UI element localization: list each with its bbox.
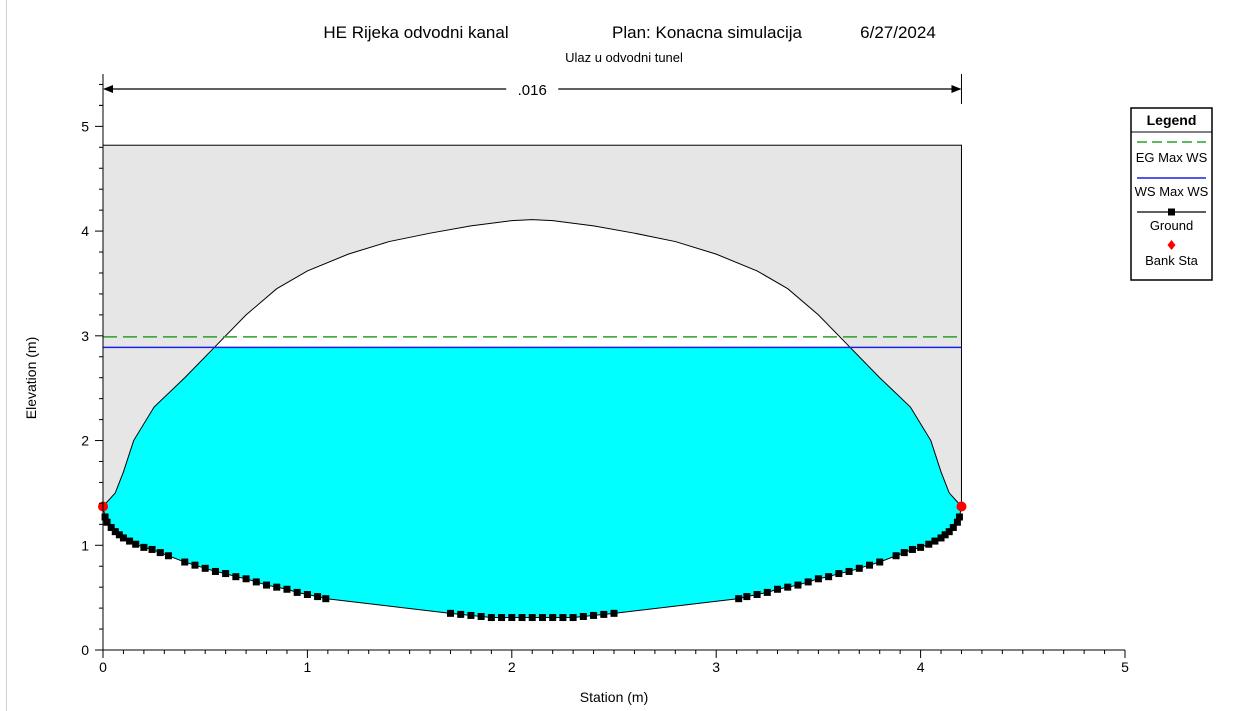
ground-point — [866, 562, 873, 569]
ground-point — [488, 614, 495, 621]
manning-arrowhead-left — [103, 85, 113, 93]
x-tick-label: 0 — [99, 659, 107, 675]
manning-n-label: .016 — [518, 82, 547, 99]
chart-title: HE Rijeka odvodni kanal — [323, 23, 508, 42]
ground-point — [549, 614, 556, 621]
ground-point — [202, 565, 209, 572]
ground-point — [876, 559, 883, 566]
ground-point — [825, 573, 832, 580]
chart-plan: Plan: Konacna simulacija — [612, 23, 802, 42]
y-tick-label: 5 — [81, 118, 89, 134]
ground-point — [917, 544, 924, 551]
ground-point — [508, 614, 515, 621]
ground-point — [126, 538, 133, 545]
ground-point — [956, 513, 963, 520]
ground-point — [457, 611, 464, 618]
ground-point — [149, 546, 156, 553]
ground-point — [232, 573, 239, 580]
ground-point — [120, 534, 127, 541]
legend-ground-swatch-marker — [1168, 209, 1175, 216]
ground-point — [931, 538, 938, 545]
ground-point — [600, 611, 607, 618]
x-axis-label: Station (m) — [580, 689, 648, 705]
ground-point — [539, 614, 546, 621]
water-area — [103, 347, 961, 650]
ground-point — [590, 612, 597, 619]
legend-ws-label: WS Max WS — [1135, 184, 1209, 199]
ground-point — [559, 614, 566, 621]
chart-subtitle: Ulaz u odvodni tunel — [565, 50, 683, 65]
ground-point — [294, 589, 301, 596]
ground-point — [314, 593, 321, 600]
ground-point — [909, 546, 916, 553]
ground-point — [253, 578, 260, 585]
ground-point — [754, 591, 761, 598]
bank-station-marker — [956, 502, 966, 512]
chart-date: 6/27/2024 — [860, 23, 936, 42]
y-axis-label: Elevation (m) — [23, 337, 39, 419]
legend-title: Legend — [1147, 112, 1197, 128]
y-tick-label: 3 — [81, 328, 89, 344]
ground-point — [165, 552, 172, 559]
ground-point — [283, 586, 290, 593]
ground-point — [529, 614, 536, 621]
y-tick-label: 2 — [81, 433, 89, 449]
ground-point — [856, 565, 863, 572]
x-tick-label: 2 — [508, 659, 516, 675]
ground-point — [893, 552, 900, 559]
x-tick-label: 3 — [712, 659, 720, 675]
x-tick-label: 1 — [304, 659, 312, 675]
ground-point — [181, 559, 188, 566]
ground-point — [519, 614, 526, 621]
ground-point — [735, 595, 742, 602]
ground-point — [467, 612, 474, 619]
ground-point — [140, 544, 147, 551]
ground-point — [498, 614, 505, 621]
ground-point — [273, 584, 280, 591]
ground-point — [611, 610, 618, 617]
ground-point — [925, 541, 932, 548]
ground-point — [222, 570, 229, 577]
y-tick-label: 1 — [81, 537, 89, 553]
ground-point — [774, 586, 781, 593]
ground-point — [901, 549, 908, 556]
legend-ground-label: Ground — [1150, 218, 1193, 233]
x-tick-label: 5 — [1121, 659, 1129, 675]
ground-point — [157, 549, 164, 556]
ground-point — [846, 568, 853, 575]
ground-point — [580, 613, 587, 620]
legend-eg-label: EG Max WS — [1136, 150, 1208, 165]
ground-point — [743, 593, 750, 600]
x-tick-label: 4 — [917, 659, 925, 675]
legend-bank-label: Bank Sta — [1145, 253, 1199, 268]
ground-point — [304, 591, 311, 598]
legend: Legend EG Max WS WS Max WS Ground Bank Sta — [1131, 108, 1212, 280]
ground-point — [191, 562, 198, 569]
ground-point — [805, 578, 812, 585]
ground-point — [835, 570, 842, 577]
ground-point — [447, 610, 454, 617]
y-tick-label: 0 — [81, 642, 89, 658]
ground-point — [794, 582, 801, 589]
ground-point — [212, 568, 219, 575]
ground-point — [478, 613, 485, 620]
ground-point — [132, 541, 139, 548]
y-tick-label: 4 — [81, 223, 89, 239]
ground-point — [243, 575, 250, 582]
ground-point — [263, 582, 270, 589]
ground-point — [815, 575, 822, 582]
ground-point — [322, 595, 329, 602]
ground-point — [764, 589, 771, 596]
ground-point — [570, 614, 577, 621]
ground-point — [784, 584, 791, 591]
manning-arrowhead-right — [951, 85, 961, 93]
